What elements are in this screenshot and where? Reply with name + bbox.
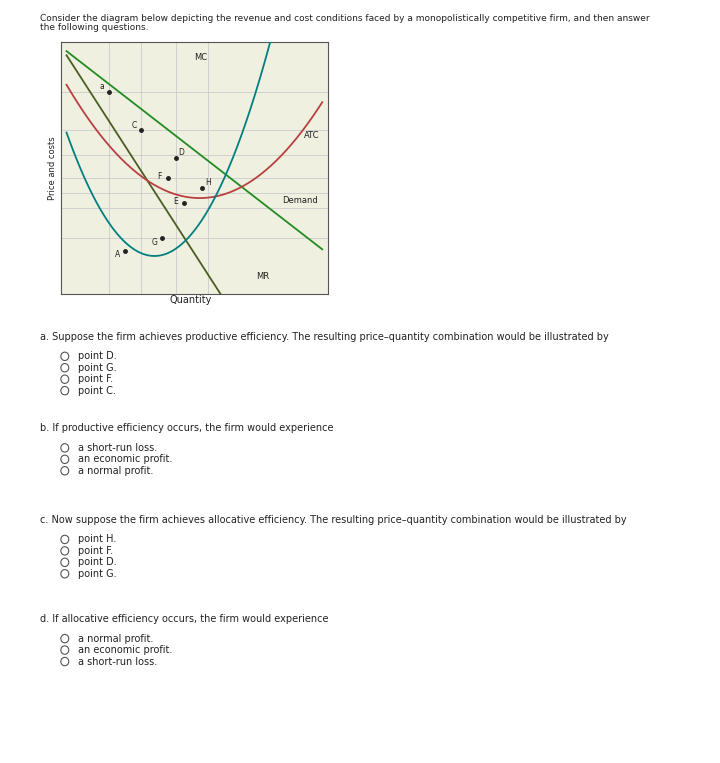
Text: a normal profit.: a normal profit. [78,633,153,644]
Text: a: a [100,82,104,91]
Text: MR: MR [256,272,269,281]
Text: point F.: point F. [78,374,113,385]
Text: a. Suppose the firm achieves productive efficiency. The resulting price–quantity: a. Suppose the firm achieves productive … [40,332,608,342]
Text: b. If productive efficiency occurs, the firm would experience: b. If productive efficiency occurs, the … [40,423,333,433]
Text: a normal profit.: a normal profit. [78,465,153,476]
Text: point H.: point H. [78,534,116,545]
Text: point D.: point D. [78,557,117,568]
Text: d. If allocative efficiency occurs, the firm would experience: d. If allocative efficiency occurs, the … [40,614,328,624]
Text: point G.: point G. [78,362,117,373]
Text: G: G [152,237,158,246]
Text: F: F [157,172,161,181]
Text: point C.: point C. [78,385,116,396]
Text: C: C [132,121,137,130]
Text: MC: MC [194,53,207,62]
Text: E: E [173,198,178,206]
Text: c. Now suppose the firm achieves allocative efficiency. The resulting price–quan: c. Now suppose the firm achieves allocat… [40,515,626,525]
Text: point F.: point F. [78,546,113,556]
Text: ATC: ATC [304,130,319,140]
Text: point G.: point G. [78,568,117,579]
Text: a short-run loss.: a short-run loss. [78,656,157,667]
Text: point D.: point D. [78,351,117,362]
Text: Consider the diagram below depicting the revenue and cost conditions faced by a : Consider the diagram below depicting the… [40,14,649,23]
Text: A: A [114,250,120,259]
Text: Demand: Demand [282,196,318,205]
Text: the following questions.: the following questions. [40,23,148,32]
Text: Quantity: Quantity [170,295,212,305]
Y-axis label: Price and costs: Price and costs [48,136,57,200]
Text: an economic profit.: an economic profit. [78,645,172,655]
Text: D: D [179,148,184,157]
Text: a short-run loss.: a short-run loss. [78,443,157,453]
Text: H: H [205,179,211,188]
Text: an economic profit.: an economic profit. [78,454,172,465]
